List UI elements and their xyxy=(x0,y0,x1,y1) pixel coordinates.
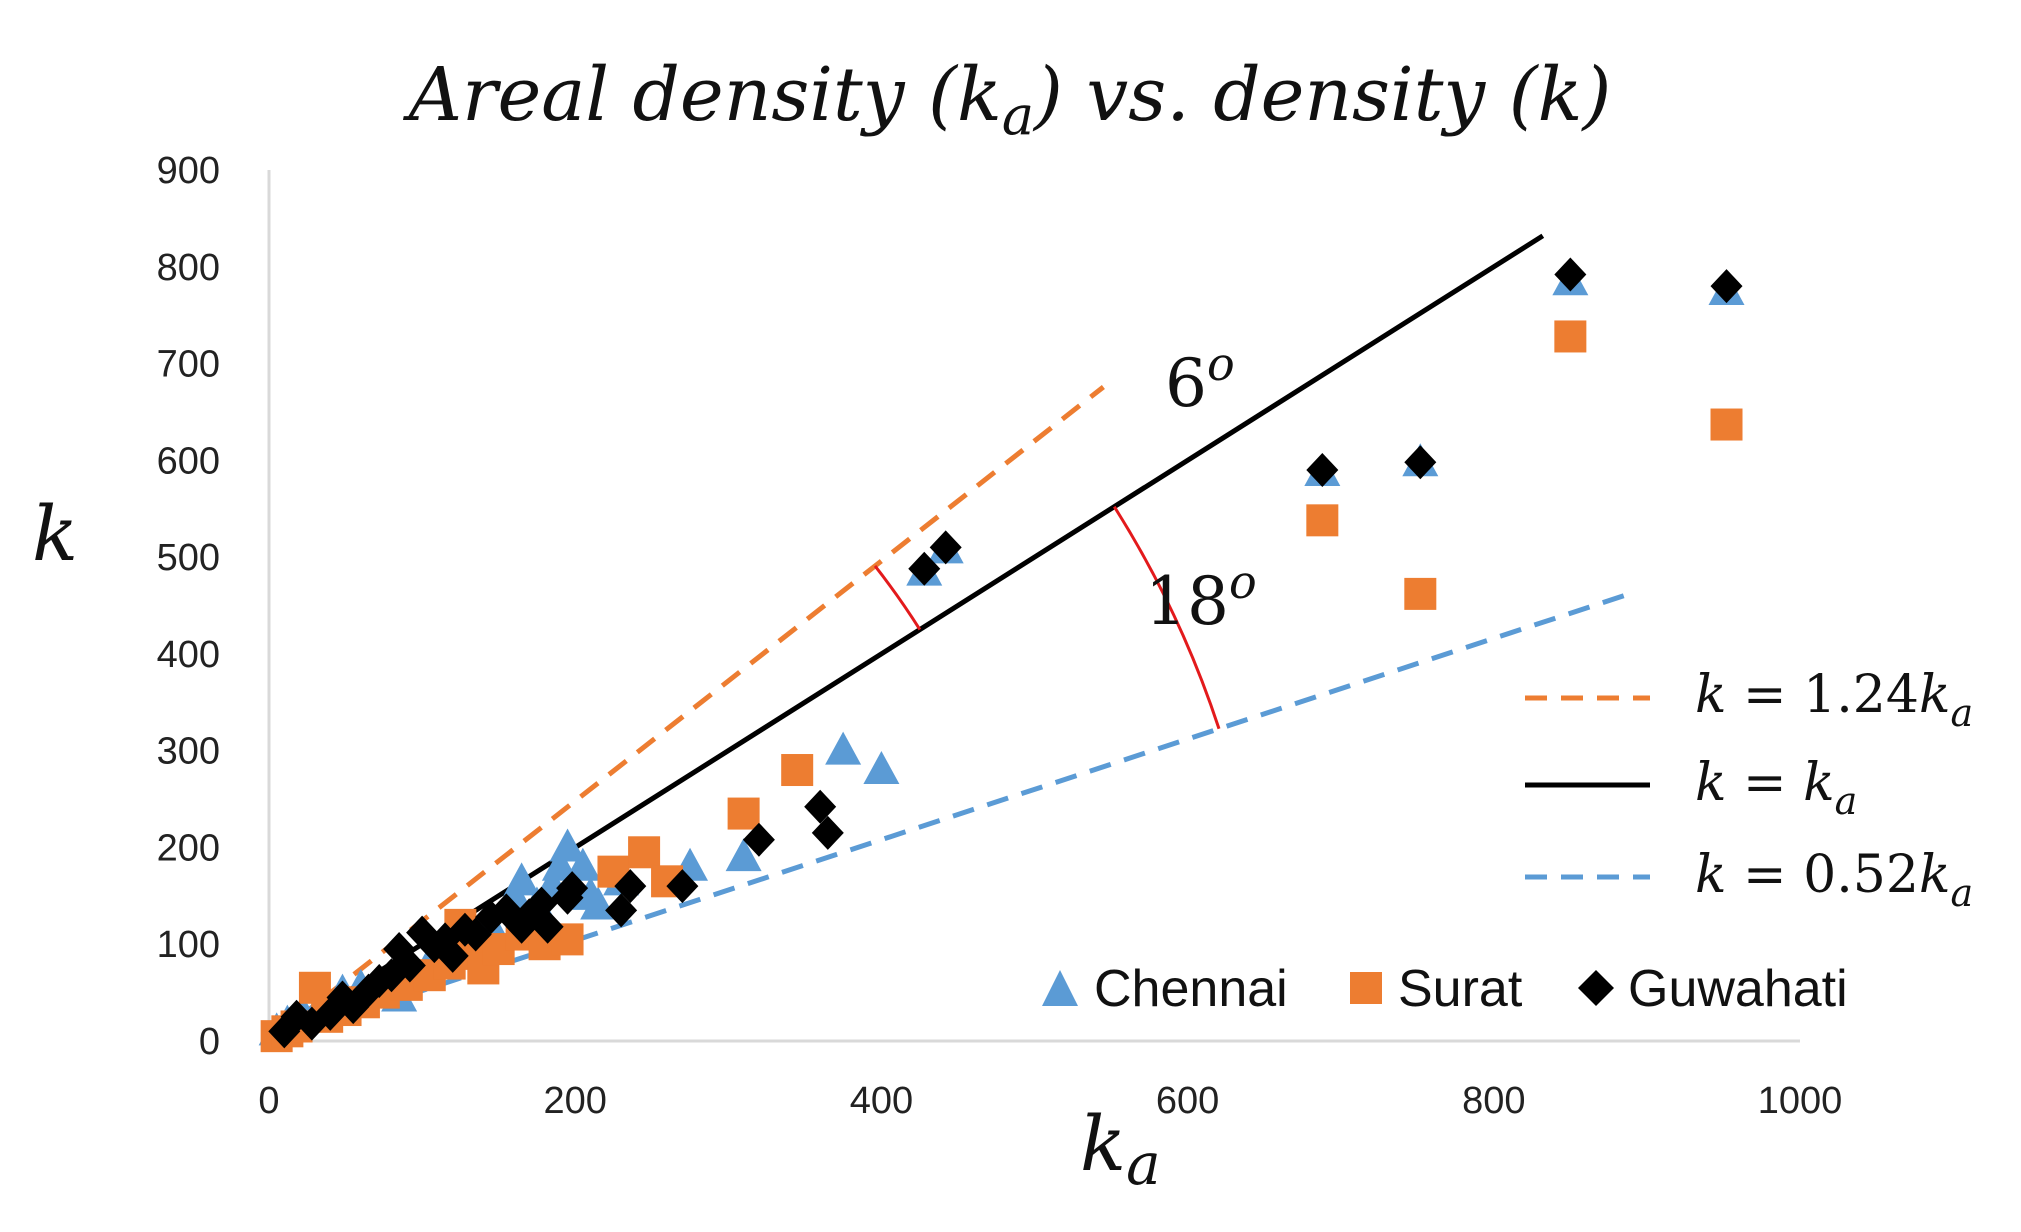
x-axis-label-sub: a xyxy=(1126,1130,1161,1198)
angle-label-6-sup: o xyxy=(1207,337,1235,391)
angle-label-18: 18o xyxy=(1145,555,1257,640)
chart-title-sub: a xyxy=(1002,84,1034,147)
legend-marker-chennai xyxy=(1042,970,1078,1006)
x-tick-600: 600 xyxy=(1156,1080,1219,1122)
point-guwahati-36 xyxy=(1710,269,1743,304)
x-tick-800: 800 xyxy=(1462,1080,1525,1122)
point-chennai-17 xyxy=(541,847,578,881)
angle-label-6-value: 6 xyxy=(1165,345,1207,422)
point-guwahati-30 xyxy=(811,815,844,850)
y-tick-900: 900 xyxy=(157,150,220,192)
point-guwahati-34 xyxy=(1404,445,1437,480)
point-guwahati-14 xyxy=(436,938,469,973)
point-chennai-26 xyxy=(863,751,900,785)
point-surat-19 xyxy=(628,836,661,869)
point-surat-3 xyxy=(298,971,331,1004)
point-guwahati-10 xyxy=(393,948,426,983)
point-guwahati-31 xyxy=(908,551,941,586)
x-tick-200: 200 xyxy=(543,1080,606,1122)
point-surat-24 xyxy=(1404,577,1437,610)
angle-arc-18 xyxy=(1113,505,1221,730)
y-tick-100: 100 xyxy=(157,924,220,966)
legend-label-surat: Surat xyxy=(1398,960,1523,1018)
x-axis-label: ka xyxy=(1080,1099,1161,1198)
angle-label-18-value: 18 xyxy=(1145,563,1229,640)
x-tick-0: 0 xyxy=(258,1080,279,1122)
y-tick-800: 800 xyxy=(157,247,220,289)
chart-title-end: ) xyxy=(1580,52,1611,138)
point-surat-22 xyxy=(781,754,814,787)
reference-line-1.24 xyxy=(267,385,1105,1043)
point-guwahati-28 xyxy=(742,822,775,857)
angle-label-6: 6o xyxy=(1165,337,1235,422)
x-tick-1000: 1000 xyxy=(1758,1080,1843,1122)
y-tick-700: 700 xyxy=(157,344,220,386)
point-surat-23 xyxy=(1306,504,1339,537)
angle-arc-6 xyxy=(873,565,922,631)
y-tick-500: 500 xyxy=(157,537,220,579)
legend-line-label-1.24: k = 1.24ka xyxy=(1695,665,1973,735)
point-guwahati-24 xyxy=(556,871,589,906)
point-guwahati-0 xyxy=(268,1014,301,1049)
x-tick-labels: 0 200 400 600 800 1000 xyxy=(258,1080,1842,1122)
y-axis-label: k xyxy=(32,489,78,578)
y-tick-400: 400 xyxy=(157,634,220,676)
angle-label-18-sup: o xyxy=(1229,555,1257,609)
chart-title-main: Areal density ( xyxy=(403,52,959,138)
y-tick-600: 600 xyxy=(157,440,220,482)
x-tick-400: 400 xyxy=(850,1080,913,1122)
chart-title-var2: k xyxy=(1538,52,1583,138)
angle-annotations xyxy=(873,505,1221,730)
data-points xyxy=(258,257,1745,1053)
chart-title-mid: ) vs. density ( xyxy=(1032,52,1540,138)
legend-line-label-0.52: k = 0.52ka xyxy=(1695,845,1973,915)
point-guwahati-29 xyxy=(804,789,837,824)
x-axis-label-var: k xyxy=(1080,1099,1126,1188)
point-guwahati-35 xyxy=(1554,257,1587,292)
point-guwahati-22 xyxy=(531,909,564,944)
legend-label-chennai: Chennai xyxy=(1094,960,1288,1018)
point-surat-21 xyxy=(727,797,760,830)
chart-title: Areal density (ka) vs. density (k) xyxy=(403,52,1612,147)
legend-marker-surat xyxy=(1350,972,1382,1004)
point-chennai-25 xyxy=(825,731,862,765)
legend-marker-guwahati xyxy=(1578,970,1614,1006)
line-legend: k = 1.24ka k = ka k = 0.52ka xyxy=(1525,665,1973,915)
point-chennai-14 xyxy=(503,862,540,896)
chart-title-var: k xyxy=(957,52,1002,138)
series-legend: Chennai Surat Guwahati xyxy=(1042,960,1848,1018)
point-chennai-18 xyxy=(549,828,586,862)
legend-line-label-1.0: k = ka xyxy=(1695,753,1857,823)
reference-lines xyxy=(267,233,1633,1044)
point-guwahati-32 xyxy=(929,530,962,565)
point-guwahati-27 xyxy=(666,869,699,904)
point-chennai-19 xyxy=(564,847,601,881)
y-tick-200: 200 xyxy=(157,827,220,869)
y-tick-0: 0 xyxy=(199,1021,220,1063)
point-surat-26 xyxy=(1710,408,1743,441)
point-surat-25 xyxy=(1554,320,1587,353)
y-tick-labels: 0 100 200 300 400 500 600 700 800 900 xyxy=(157,150,220,1063)
point-guwahati-33 xyxy=(1306,453,1339,488)
point-chennai-24 xyxy=(725,838,762,872)
point-guwahati-26 xyxy=(614,869,647,904)
reference-line-1 xyxy=(267,233,1545,1044)
legend-label-guwahati: Guwahati xyxy=(1628,960,1848,1018)
y-tick-300: 300 xyxy=(157,731,220,773)
reference-line-0.52 xyxy=(268,590,1633,1044)
